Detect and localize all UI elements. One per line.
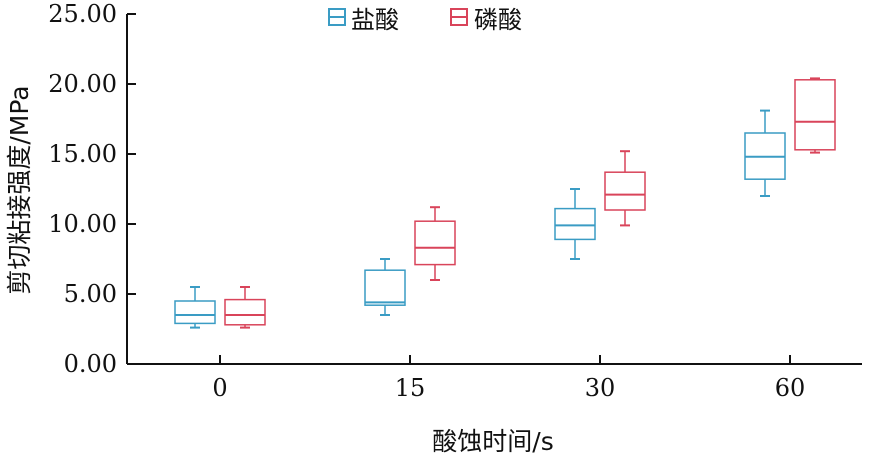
x-tick-label: 60 bbox=[775, 374, 806, 402]
box-1-0 bbox=[224, 286, 266, 329]
legend-item-hydrochloric: 盐酸 bbox=[328, 6, 399, 34]
box-1-3 bbox=[794, 77, 836, 154]
box-1-1 bbox=[414, 206, 456, 281]
x-tick-label: 0 bbox=[212, 374, 227, 402]
y-tick-label: 5.00 bbox=[64, 280, 117, 308]
box-0-3 bbox=[744, 109, 786, 197]
box-0-1 bbox=[364, 258, 406, 316]
x-tick-label: 30 bbox=[585, 374, 616, 402]
box-body bbox=[174, 300, 216, 325]
x-axis-label: 酸蚀时间/s bbox=[432, 427, 553, 456]
box-body bbox=[604, 171, 646, 211]
legend-label-hydrochloric: 盐酸 bbox=[351, 6, 399, 34]
y-axis-label: 剪切粘接强度/MPa bbox=[5, 85, 34, 294]
box-body bbox=[414, 220, 456, 266]
box-body bbox=[794, 79, 836, 151]
y-tick-label: 25.00 bbox=[48, 0, 117, 28]
y-tick-label: 20.00 bbox=[48, 70, 117, 98]
box-1-2 bbox=[604, 150, 646, 227]
y-tick-label: 0.00 bbox=[64, 350, 117, 378]
boxes-layer bbox=[174, 77, 836, 329]
legend-label-phosphoric: 磷酸 bbox=[474, 6, 522, 34]
box-0-2 bbox=[554, 188, 596, 260]
legend-item-phosphoric: 磷酸 bbox=[450, 6, 522, 34]
y-tick-label: 15.00 bbox=[48, 140, 117, 168]
box-0-0 bbox=[174, 286, 216, 329]
box-body bbox=[554, 207, 596, 241]
box-body bbox=[364, 269, 406, 306]
legend: 盐酸 磷酸 bbox=[328, 6, 522, 34]
y-tick-label: 10.00 bbox=[48, 210, 117, 238]
axes-layer: 0.00 5.00 10.00 15.00 20.00 25.00 0 15 30 60 bbox=[48, 0, 862, 402]
x-tick-label: 15 bbox=[395, 374, 426, 402]
box-body bbox=[224, 298, 266, 326]
